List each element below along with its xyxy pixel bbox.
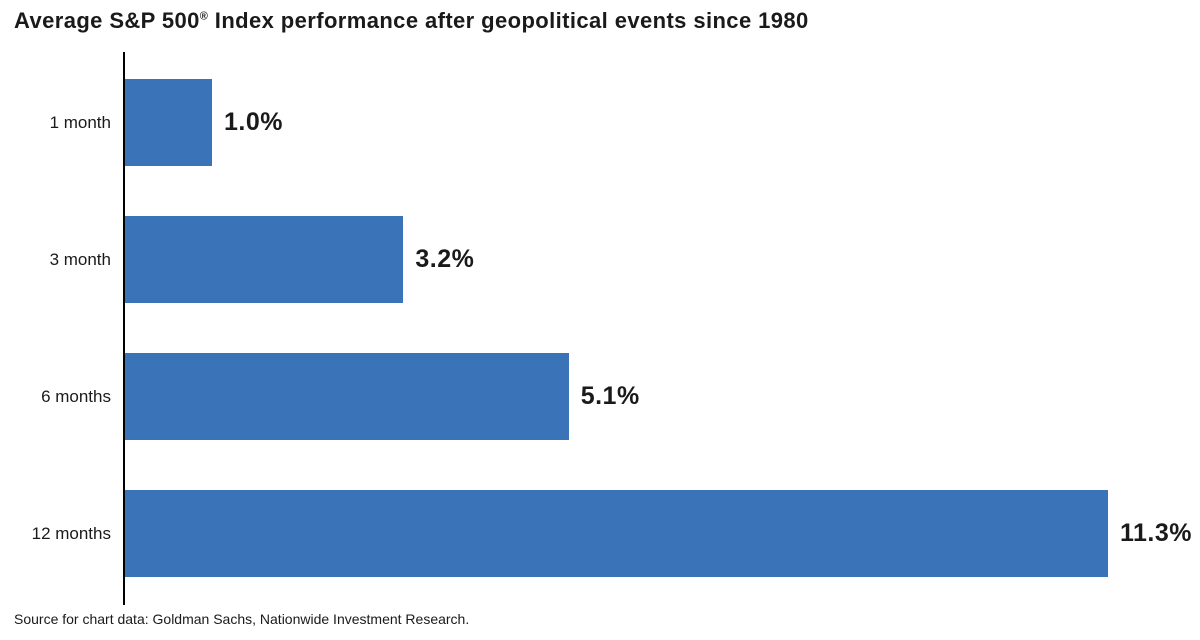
chart-title-text-rest: Index performance after geopolitical eve… xyxy=(208,8,809,33)
bar-chart: 1 month 1.0% 3 month 3.2% 6 months 5.1% … xyxy=(0,52,1200,605)
bar-rows-container: 1 month 1.0% 3 month 3.2% 6 months 5.1% … xyxy=(0,52,1200,577)
bar xyxy=(125,490,1108,577)
category-label: 3 month xyxy=(49,249,111,269)
value-label: 5.1% xyxy=(580,382,640,410)
chart-title: Average S&P 500® Index performance after… xyxy=(14,8,809,34)
source-note: Source for chart data: Goldman Sachs, Na… xyxy=(14,611,470,627)
bar xyxy=(125,216,404,303)
bar-row: 3 month 3.2% xyxy=(0,216,1200,303)
bar xyxy=(125,353,569,440)
category-label: 6 months xyxy=(41,386,111,406)
value-label: 1.0% xyxy=(224,108,283,136)
chart-title-text: Average S&P 500 xyxy=(14,8,200,33)
value-label: 11.3% xyxy=(1120,519,1193,547)
bar-row: 12 months 11.3% xyxy=(0,490,1200,577)
category-label: 12 months xyxy=(31,523,111,543)
bar-row: 6 months 5.1% xyxy=(0,353,1200,440)
value-label: 3.2% xyxy=(415,245,475,273)
y-axis-line xyxy=(123,52,125,605)
bar xyxy=(125,79,212,166)
category-label: 1 month xyxy=(49,112,111,132)
registered-trademark-symbol: ® xyxy=(199,10,209,23)
bar-row: 1 month 1.0% xyxy=(0,79,1200,166)
